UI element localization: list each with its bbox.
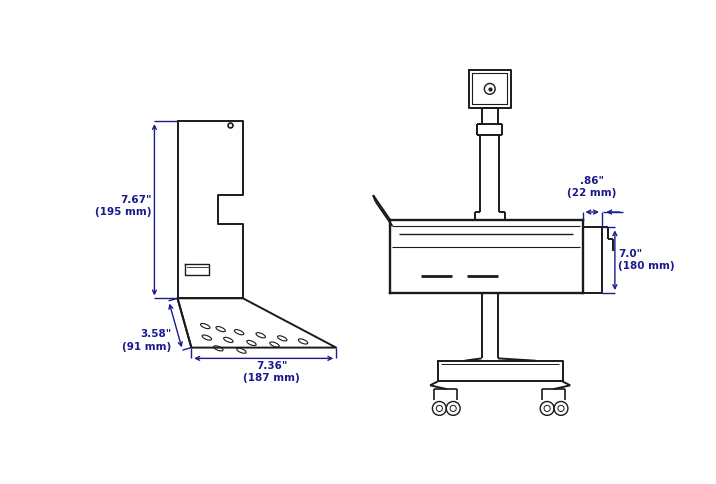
- Text: 7.36"
(187 mm): 7.36" (187 mm): [243, 361, 300, 383]
- Text: 7.0"
(180 mm): 7.0" (180 mm): [618, 249, 674, 272]
- Text: .86"
(22 mm): .86" (22 mm): [568, 176, 617, 198]
- Text: 7.67"
(195 mm): 7.67" (195 mm): [95, 195, 151, 217]
- Text: 3.58"
(91 mm): 3.58" (91 mm): [122, 329, 172, 352]
